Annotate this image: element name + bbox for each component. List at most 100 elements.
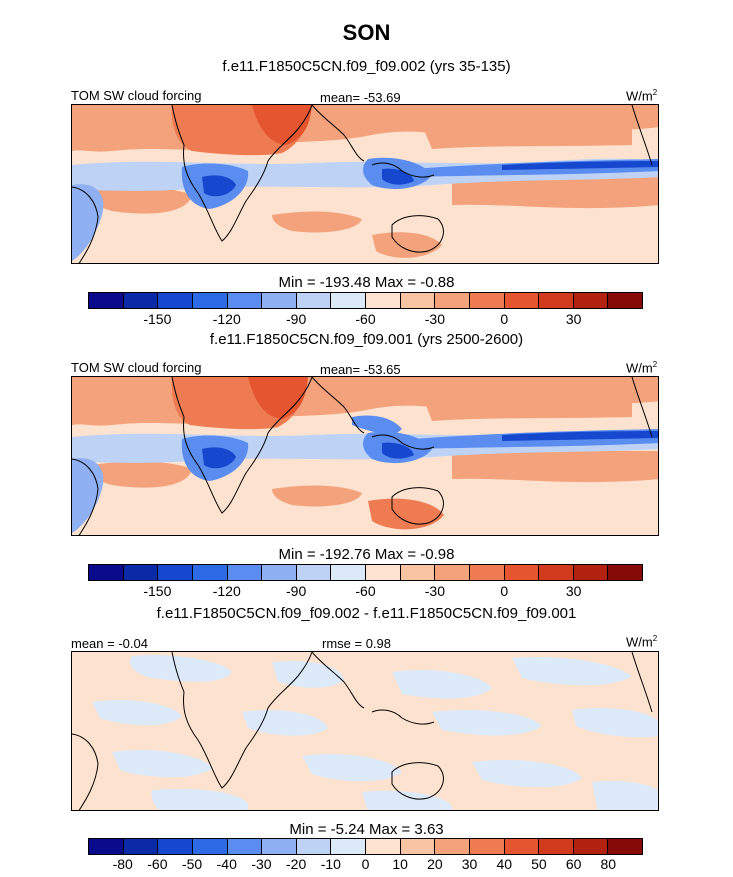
colorbar-tick-label: 10	[392, 856, 408, 872]
colorbar-tick-label: -30	[424, 311, 445, 327]
colorbar-tick-label: -150	[143, 583, 172, 599]
panel-1-map	[71, 104, 659, 264]
colorbar-swatch	[158, 565, 193, 580]
colorbar-swatch	[504, 565, 540, 580]
colorbar-swatch	[262, 839, 297, 854]
colorbar-swatch	[227, 293, 263, 308]
colorbar-tick-label: -30	[424, 583, 445, 599]
colorbar-swatch	[539, 293, 574, 308]
colorbar-tick-label: 50	[531, 856, 547, 872]
colorbar-tick-label: -20	[286, 856, 307, 872]
colorbar-swatch	[158, 839, 193, 854]
colorbar-swatch	[227, 565, 263, 580]
panel-3-map-svg	[72, 652, 658, 810]
panel-3-rmse-label: rmse = 0.98	[322, 636, 392, 651]
panel-3-colorbar-ticks: -80 -60 -50 -40 -30 -20 -10 0 10 20 30 40 50 60 80	[0, 856, 733, 874]
colorbar-swatch	[123, 565, 159, 580]
panel-2-subtitle: f.e11.F1850C5CN.f09_f09.001 (yrs 2500-26…	[209, 331, 524, 348]
panel-2-field-label: TOM SW cloud forcing	[71, 360, 202, 375]
panel-3-colorbar	[88, 838, 643, 855]
colorbar-swatch	[366, 293, 401, 308]
colorbar-tick-label: 0	[500, 311, 509, 327]
colorbar-swatch	[469, 565, 505, 580]
colorbar-tick-label: 40	[496, 856, 513, 872]
colorbar-swatch	[608, 293, 642, 308]
colorbar-tick-label: -150	[143, 311, 172, 327]
colorbar-swatch	[573, 293, 609, 308]
colorbar-tick-label: 60	[565, 856, 582, 872]
colorbar-swatch	[296, 839, 332, 854]
panel-2-map-svg	[72, 377, 658, 535]
panel-1-minmax: Min = -193.48 Max = -0.88	[278, 274, 455, 291]
colorbar-swatch	[573, 565, 609, 580]
panel-3-minmax: Min = -5.24 Max = 3.63	[289, 821, 444, 838]
colorbar-tick-label: -120	[212, 583, 241, 599]
colorbar-swatch	[608, 565, 642, 580]
colorbar-swatch	[573, 839, 609, 854]
colorbar-swatch	[296, 293, 332, 308]
colorbar-tick-label: 30	[565, 311, 582, 327]
panel-3-mean-label: mean = -0.04	[71, 636, 148, 651]
panel-2-unit-label: W/m2	[626, 360, 658, 376]
colorbar-swatch	[192, 839, 228, 854]
colorbar-swatch	[400, 839, 436, 854]
colorbar-tick-label: -30	[251, 856, 272, 872]
colorbar-tick-label: -60	[355, 583, 376, 599]
colorbar-swatch	[469, 839, 505, 854]
colorbar-swatch	[539, 839, 574, 854]
colorbar-swatch	[158, 293, 193, 308]
colorbar-tick-label: -40	[216, 856, 237, 872]
colorbar-swatch	[366, 839, 401, 854]
colorbar-swatch	[89, 565, 124, 580]
page-title: SON	[342, 20, 391, 45]
panel-2-map	[71, 376, 659, 536]
colorbar-swatch	[89, 839, 124, 854]
colorbar-swatch	[192, 293, 228, 308]
colorbar-swatch	[366, 565, 401, 580]
colorbar-swatch	[227, 839, 263, 854]
panel-3-subtitle: f.e11.F1850C5CN.f09_f09.002 - f.e11.F185…	[156, 605, 577, 622]
panel-3-map	[71, 651, 659, 811]
colorbar-tick-label: -50	[181, 856, 203, 872]
panel-1-map-svg	[72, 105, 658, 263]
colorbar-swatch	[504, 839, 540, 854]
colorbar-tick-label: -60	[355, 311, 376, 327]
colorbar-swatch	[435, 293, 470, 308]
colorbar-tick-label: -90	[286, 583, 307, 599]
colorbar-tick-label: -120	[212, 311, 241, 327]
colorbar-tick-label: -10	[320, 856, 341, 872]
panel-1-subtitle: f.e11.F1850C5CN.f09_f09.002 (yrs 35-135)	[222, 58, 511, 75]
colorbar-swatch	[608, 839, 642, 854]
colorbar-tick-label: 0	[361, 856, 370, 872]
panel-2-colorbar-ticks: -150 -120 -90 -60 -30 0 30	[0, 583, 733, 601]
colorbar-tick-label: 20	[427, 856, 443, 872]
panel-2-mean-label: mean= -53.65	[320, 362, 401, 377]
colorbar-swatch	[331, 839, 366, 854]
colorbar-swatch	[296, 565, 332, 580]
panel-2-colorbar	[88, 564, 643, 581]
colorbar-swatch	[331, 293, 366, 308]
colorbar-swatch	[400, 293, 436, 308]
colorbar-tick-label: -60	[147, 856, 168, 872]
panel-3-unit-label: W/m2	[626, 634, 658, 650]
colorbar-swatch	[192, 565, 228, 580]
colorbar-swatch	[262, 293, 297, 308]
colorbar-swatch	[469, 293, 505, 308]
colorbar-tick-label: 30	[565, 583, 582, 599]
panel-1-unit-label: W/m2	[626, 88, 658, 104]
colorbar-swatch	[435, 839, 470, 854]
colorbar-tick-label: 0	[500, 583, 509, 599]
panel-1-mean-label: mean= -53.69	[320, 90, 401, 105]
panel-1-colorbar-ticks: -150 -120 -90 -60 -30 0 30	[0, 311, 733, 329]
colorbar-swatch	[435, 565, 470, 580]
colorbar-swatch	[123, 839, 159, 854]
colorbar-swatch	[123, 293, 159, 308]
colorbar-swatch	[89, 293, 124, 308]
colorbar-tick-label: 80	[600, 856, 617, 872]
colorbar-swatch	[262, 565, 297, 580]
panel-2-minmax: Min = -192.76 Max = -0.98	[278, 546, 455, 563]
colorbar-swatch	[400, 565, 436, 580]
colorbar-swatch	[539, 565, 574, 580]
colorbar-swatch	[504, 293, 540, 308]
panel-1-colorbar	[88, 292, 643, 309]
